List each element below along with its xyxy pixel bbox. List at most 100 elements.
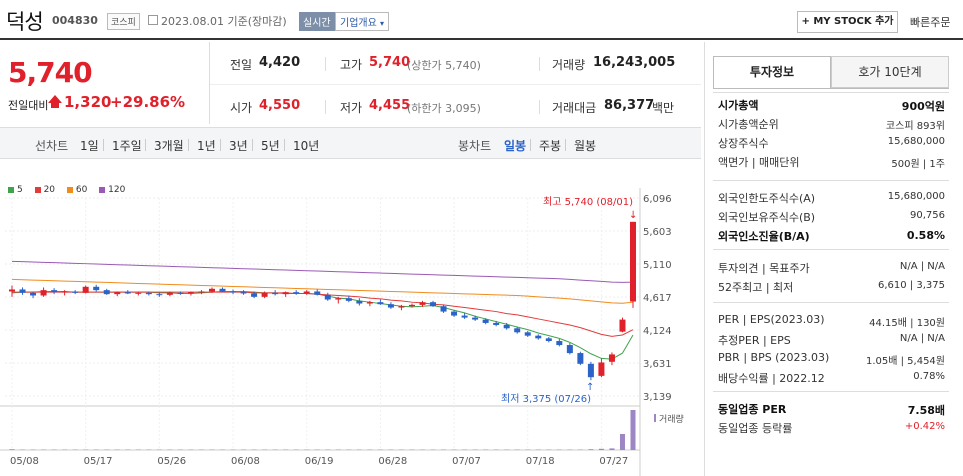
candle-body bbox=[219, 288, 226, 292]
candle-daily[interactable]: 일봉 bbox=[504, 139, 527, 153]
candle-body bbox=[324, 294, 331, 300]
price-chart[interactable]: 6,096 5,603 5,110 4,617 4,124 3,631 3,139 05/08… bbox=[0, 180, 701, 476]
candle-chart-label: 봉차트 bbox=[458, 139, 492, 153]
current-price: 5,740 bbox=[8, 56, 93, 89]
candle-body bbox=[208, 288, 215, 292]
x-tick-label: 07/07 bbox=[452, 456, 481, 467]
candle-body bbox=[419, 302, 426, 305]
info-value: N/A | N/A bbox=[899, 261, 945, 272]
candle-body bbox=[335, 298, 342, 300]
prev-close-value: 4,420 bbox=[259, 55, 301, 70]
open-label: 시가 bbox=[230, 101, 253, 115]
info-label: 시가총액 bbox=[718, 99, 759, 112]
candle-body bbox=[535, 335, 542, 339]
stock-name: 덕성 bbox=[6, 10, 44, 34]
info-value: 15,680,000 bbox=[887, 136, 945, 147]
period-3y[interactable]: 3년 bbox=[229, 139, 248, 153]
info-label: PBR | BPS (2023.03) bbox=[718, 351, 830, 364]
section-divider bbox=[713, 391, 949, 392]
volume-bar bbox=[598, 448, 604, 450]
info-label: 배당수익률 | 2022.12 bbox=[718, 372, 825, 385]
amount-value: 86,377 bbox=[604, 98, 655, 113]
legend-ma60: 60 bbox=[66, 185, 87, 195]
change-label: 전일대비 bbox=[8, 99, 49, 112]
period-1d[interactable]: 1일 bbox=[80, 139, 99, 153]
candle-body bbox=[472, 317, 479, 320]
section-divider bbox=[713, 92, 949, 93]
ma5-line bbox=[11, 290, 634, 360]
candle-body bbox=[493, 322, 500, 325]
tab-investment-info[interactable]: 투자정보 bbox=[713, 56, 831, 88]
legend-ma20: 20 bbox=[34, 185, 55, 195]
candle-body bbox=[377, 302, 384, 305]
candle-body bbox=[451, 311, 458, 316]
info-label: 투자의견 | 목표주가 bbox=[718, 262, 810, 275]
candle-body bbox=[366, 302, 373, 304]
quick-order-link[interactable]: 빠른주문 bbox=[910, 16, 951, 29]
divider bbox=[145, 139, 146, 151]
candle-body bbox=[272, 292, 279, 295]
info-value: 900억원 bbox=[901, 100, 945, 113]
price-change: 1,320 bbox=[64, 93, 112, 111]
info-label: 외국인보유주식수(B) bbox=[718, 211, 816, 224]
info-value: 7.58배 bbox=[907, 404, 945, 417]
candle-body bbox=[230, 291, 237, 293]
candle-body bbox=[187, 292, 194, 294]
candle-body bbox=[440, 306, 447, 312]
amount-unit: 백만 bbox=[652, 101, 675, 115]
y-tick-label: 4,124 bbox=[643, 326, 672, 337]
candle-body bbox=[240, 292, 247, 294]
low-annotation: 최저 3,375 (07/26) bbox=[501, 393, 591, 405]
divider bbox=[284, 139, 285, 151]
candle-body bbox=[556, 341, 563, 346]
period-1y[interactable]: 1년 bbox=[197, 139, 216, 153]
candle-body bbox=[619, 319, 626, 332]
candle-body bbox=[145, 292, 152, 295]
market-badge: 코스피 bbox=[107, 13, 140, 30]
candle-body bbox=[261, 292, 268, 297]
info-value: 44.15배 | 130원 bbox=[869, 318, 945, 329]
info-label: 상장주식수 bbox=[718, 137, 769, 150]
candle-body bbox=[93, 286, 100, 291]
candle-body bbox=[514, 328, 521, 333]
divider bbox=[539, 57, 540, 71]
candle-monthly[interactable]: 월봉 bbox=[574, 139, 597, 153]
x-tick-label: 06/08 bbox=[231, 456, 260, 467]
company-info-dropdown[interactable]: 기업개요 ▾ bbox=[335, 12, 390, 31]
low-label: 저가 bbox=[340, 101, 363, 115]
candle-body bbox=[198, 291, 205, 293]
period-1w[interactable]: 1주일 bbox=[112, 139, 142, 153]
info-value: N/A | N/A bbox=[899, 333, 945, 344]
x-tick-label: 05/17 bbox=[84, 456, 113, 467]
line-chart-label: 선차트 bbox=[35, 139, 69, 153]
divider bbox=[252, 139, 253, 151]
candle-body bbox=[566, 345, 573, 354]
candle-body bbox=[293, 292, 300, 294]
realtime-button[interactable]: 실시간 bbox=[299, 12, 335, 31]
calendar-icon bbox=[148, 15, 158, 25]
info-value: 90,756 bbox=[910, 210, 945, 221]
x-tick-label: 05/08 bbox=[10, 456, 39, 467]
candle-weekly[interactable]: 주봉 bbox=[539, 139, 562, 153]
my-stock-add-button[interactable]: + MY STOCK 추가 bbox=[797, 11, 898, 33]
info-label: 동일업종 등락률 bbox=[718, 422, 793, 435]
period-10y[interactable]: 10년 bbox=[293, 139, 320, 153]
candle-body bbox=[345, 298, 352, 301]
stock-code: 004830 bbox=[52, 14, 98, 27]
x-tick-label: 06/28 bbox=[378, 456, 407, 467]
arrow-down-icon: ↓ bbox=[629, 210, 637, 221]
divider bbox=[188, 139, 189, 151]
legend-ma120: 120 bbox=[99, 185, 125, 195]
candle-body bbox=[503, 324, 510, 329]
base-date: 2023.08.01 기준(장마감) bbox=[161, 15, 287, 28]
section-divider bbox=[713, 302, 949, 303]
tab-orderbook[interactable]: 호가 10단계 bbox=[831, 56, 949, 88]
divider bbox=[220, 139, 221, 151]
period-5y[interactable]: 5년 bbox=[261, 139, 280, 153]
candle-body bbox=[177, 292, 184, 294]
candle-body bbox=[430, 302, 437, 307]
candle-body bbox=[587, 363, 594, 378]
high-annotation: 최고 5,740 (08/01) bbox=[543, 196, 633, 208]
period-3m[interactable]: 3개월 bbox=[154, 139, 184, 153]
divider bbox=[325, 57, 326, 71]
